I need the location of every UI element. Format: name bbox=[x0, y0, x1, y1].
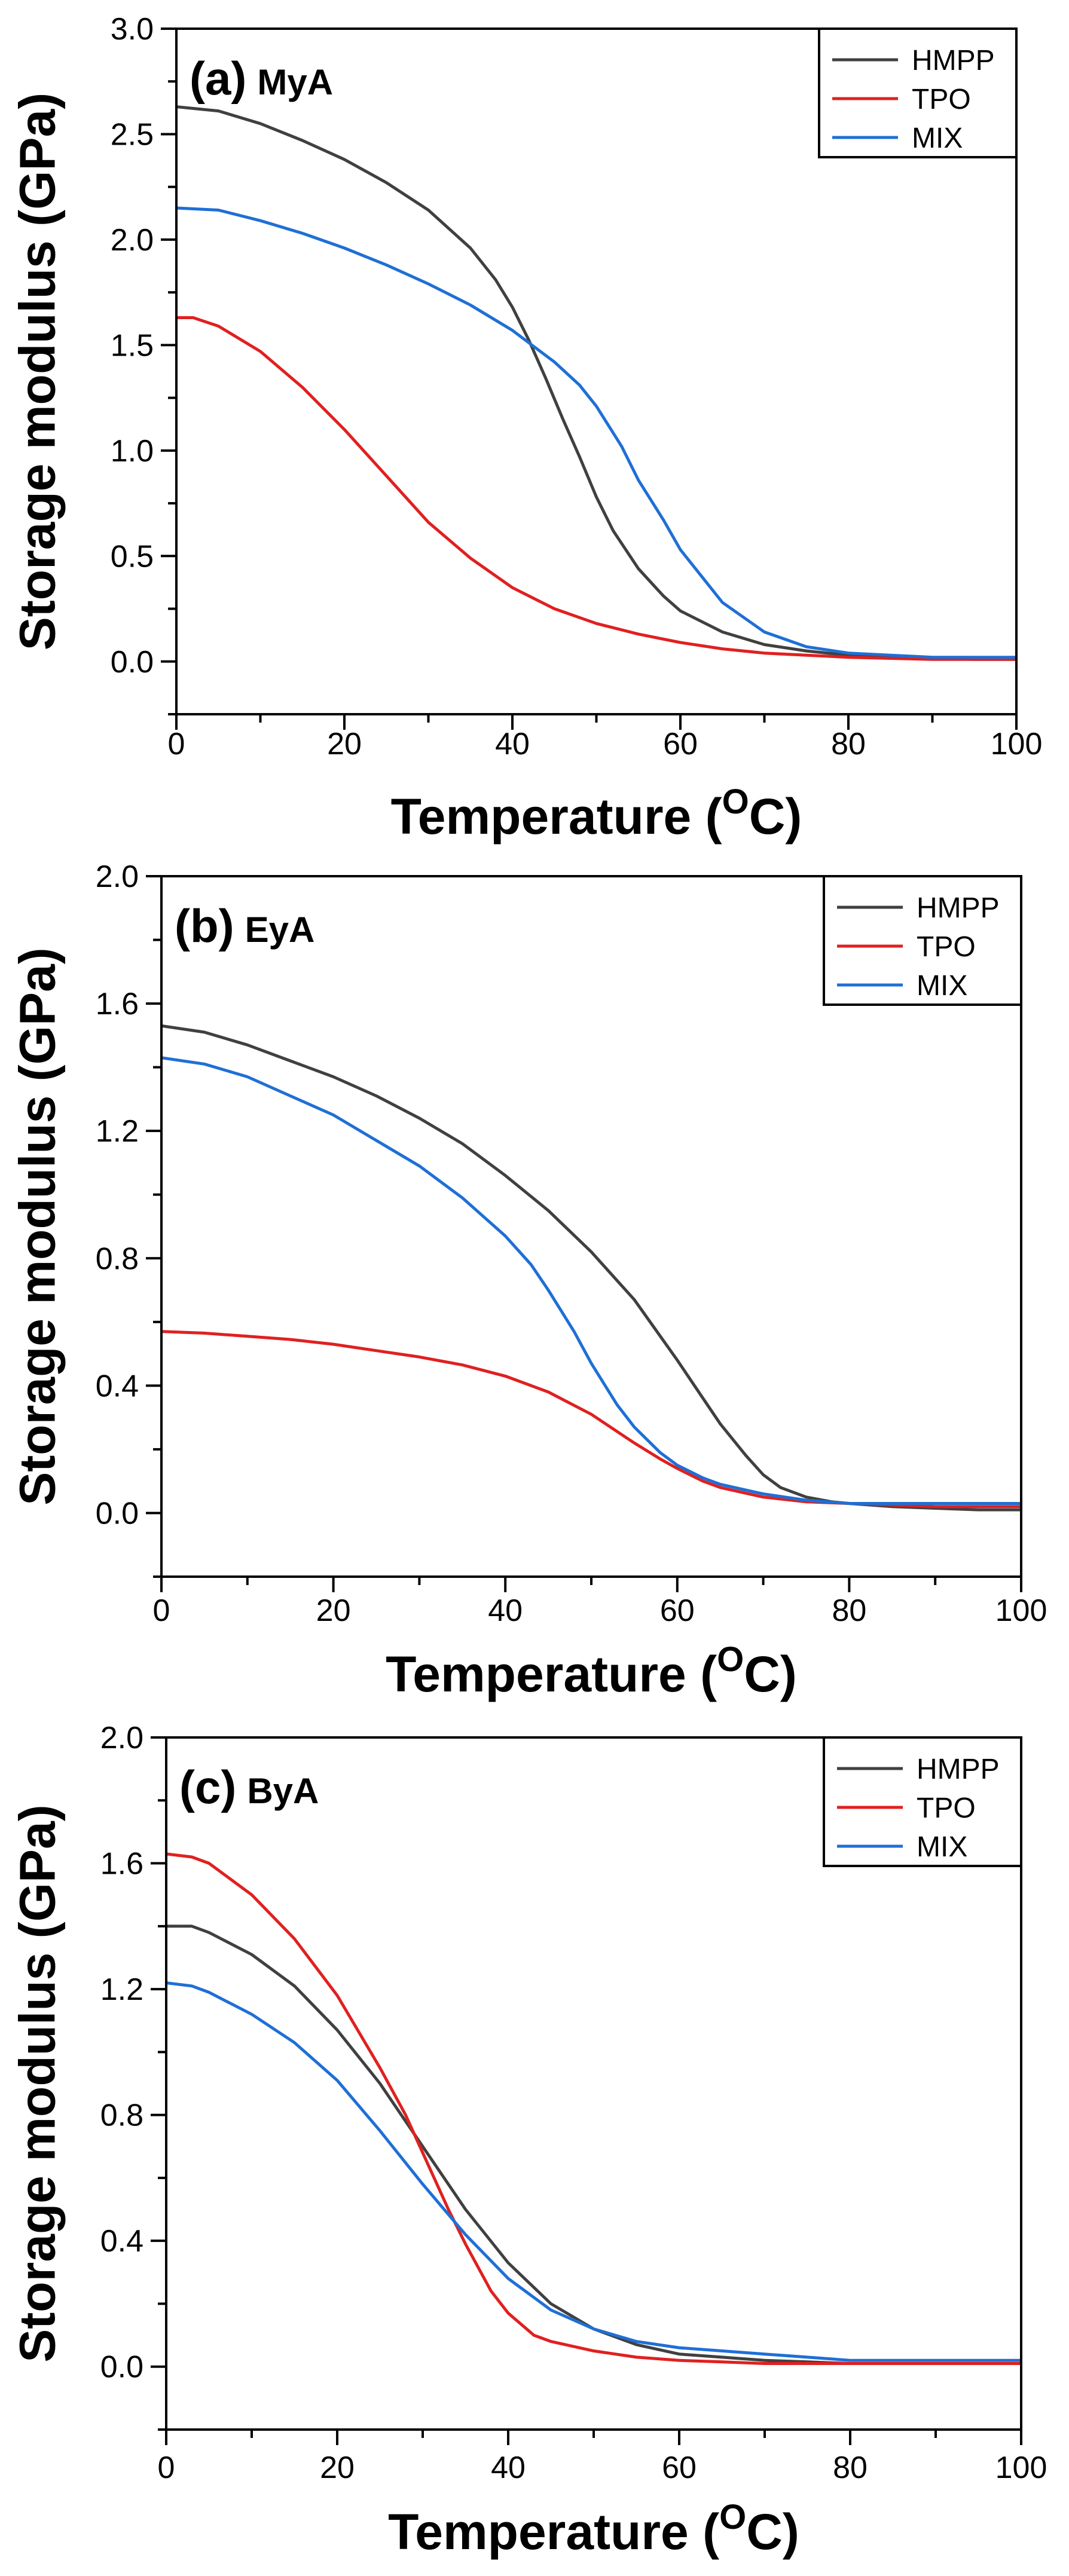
panel-a-legend-label-mix: MIX bbox=[912, 123, 963, 154]
panel-c-y-tick-label: 0.4 bbox=[100, 2224, 143, 2259]
panel-b-x-tick-label: 80 bbox=[832, 1593, 866, 1628]
panel-a-y-tick-label: 2.5 bbox=[111, 117, 154, 152]
panel-b-legend-label-mix: MIX bbox=[917, 970, 967, 1002]
panel-c-series-mix-line bbox=[166, 1981, 1021, 2362]
panel-c-x-tick-label: 100 bbox=[995, 2450, 1047, 2485]
panel-b-series-mix-line bbox=[161, 1056, 1021, 1505]
panel-a: 0 20 40 60 80 100 0.0 0.5 1.0 1.5 2.0 2.5 3.0 Storage… bbox=[9, 12, 1042, 845]
panel-a-x-tick-label: 60 bbox=[663, 727, 698, 761]
panel-b-x-tick-label: 0 bbox=[153, 1593, 170, 1628]
panel-c-x-tick-label: 80 bbox=[833, 2450, 868, 2485]
panel-a-series-mix-line bbox=[176, 206, 1016, 659]
panel-a-x-tick-label: 0 bbox=[168, 727, 185, 761]
panel-a-y-tick-label: 0.5 bbox=[111, 539, 154, 574]
panel-b-y-tick-label: 0.8 bbox=[96, 1241, 139, 1276]
panel-a-series-tpo-line bbox=[176, 316, 1016, 661]
panel-b-legend-box bbox=[823, 875, 1022, 1006]
panel-c-x-tick-label: 40 bbox=[491, 2450, 526, 2485]
panel-c-legend-label-mix: MIX bbox=[917, 1831, 967, 1863]
panel-c-legend-box bbox=[823, 1736, 1022, 1867]
panel-c-panel-letter: (c) bbox=[179, 1761, 236, 1813]
panel-c-x-axis-title: Temperature (OC) bbox=[388, 2498, 799, 2560]
panel-b-y-tick-label: 2.0 bbox=[96, 859, 139, 894]
panel-a-legend-box bbox=[818, 27, 1018, 158]
panel-b-panel-tag: (b) EyA bbox=[175, 900, 314, 952]
panel-c-x-tick-label: 0 bbox=[158, 2450, 175, 2485]
panel-c-x-tick-label: 20 bbox=[320, 2450, 355, 2485]
panel-b-x-axis-title-degree: O bbox=[717, 1640, 744, 1679]
panel-a-x-axis-title-main: Temperature ( bbox=[391, 788, 722, 845]
panel-a-x-tick-label: 40 bbox=[495, 727, 530, 761]
panel-c-series-tpo-line bbox=[166, 1852, 1021, 2365]
panel-c-legend-label-hmpp: HMPP bbox=[917, 1754, 1000, 1785]
panel-c-x-axis-title-main: Temperature ( bbox=[388, 2504, 719, 2560]
panel-c-x-tick-label: 60 bbox=[662, 2450, 697, 2485]
panel-a-x-axis-title-degree: O bbox=[722, 782, 749, 821]
panel-c-series-hmpp-line bbox=[166, 1925, 1021, 2365]
panel-a-x-tick-label: 20 bbox=[327, 727, 362, 761]
panel-b-x-tick-label: 40 bbox=[488, 1593, 523, 1628]
panel-b-series-hmpp-line bbox=[161, 1024, 1021, 1512]
panel-a-series-hmpp-line bbox=[176, 105, 1016, 661]
panel-c-legend-label-tpo: TPO bbox=[917, 1792, 976, 1824]
panel-a-y-axis-title: Storage modulus (GPa) bbox=[9, 93, 65, 650]
panel-c-y-tick-label: 2.0 bbox=[100, 1721, 143, 1755]
panel-b-y-tick-label: 1.6 bbox=[96, 987, 139, 1021]
panel-a-y-tick-label: 1.0 bbox=[111, 434, 154, 469]
panel-a-legend-label-hmpp: HMPP bbox=[912, 45, 995, 77]
panel-c-panel-title: ByA bbox=[247, 1771, 319, 1811]
panel-b-y-tick-label: 1.2 bbox=[96, 1114, 139, 1149]
panel-a-x-tick-label: 80 bbox=[831, 727, 866, 761]
panel-a-y-tick-label: 2.0 bbox=[111, 223, 154, 258]
panel-b-y-tick-label: 0.4 bbox=[96, 1369, 139, 1403]
panel-c-x-axis-title-unit: C) bbox=[746, 2504, 799, 2560]
panel-c-y-tick-label: 0.0 bbox=[100, 2350, 143, 2385]
panel-b-x-axis-title: Temperature (OC) bbox=[386, 1640, 797, 1702]
panel-b-x-tick-label: 60 bbox=[660, 1593, 695, 1628]
panel-c-y-tick-label: 1.2 bbox=[100, 1972, 143, 2007]
panel-a-y-tick-label: 3.0 bbox=[111, 12, 154, 47]
panel-a-panel-tag: (a) MyA bbox=[190, 52, 333, 105]
panel-c-y-tick-label: 0.8 bbox=[100, 2098, 143, 2133]
panel-b-y-tick-label: 0.0 bbox=[96, 1496, 139, 1531]
panel-c-y-axis-title: Storage modulus (GPa) bbox=[9, 1804, 65, 2362]
panel-c-panel-tag: (c) ByA bbox=[179, 1761, 319, 1813]
panel-b-x-tick-label: 100 bbox=[995, 1593, 1047, 1628]
panel-a-x-axis-title: Temperature (OC) bbox=[391, 782, 802, 845]
panel-b-panel-letter: (b) bbox=[175, 900, 234, 952]
panel-a-panel-letter: (a) bbox=[190, 52, 246, 105]
panel-b-y-axis-title: Storage modulus (GPa) bbox=[9, 947, 65, 1505]
panel-a-legend-label-tpo: TPO bbox=[912, 84, 971, 115]
panel-b-x-tick-label: 20 bbox=[316, 1593, 351, 1628]
panel-b-series-tpo-line bbox=[161, 1330, 1021, 1509]
panel-c-y-tick-label: 1.6 bbox=[100, 1847, 143, 1881]
panel-b-panel-title: EyA bbox=[245, 910, 315, 950]
panel-b-x-axis-title-unit: C) bbox=[744, 1646, 797, 1702]
panel-a-y-tick-label: 0.0 bbox=[111, 645, 154, 680]
panel-a-x-tick-label: 100 bbox=[991, 727, 1043, 761]
panel-c: 0 20 40 60 80 100 0.0 0.4 0.8 1.2 1.6 2.0 Storage mo… bbox=[9, 1721, 1047, 2560]
panel-a-panel-title: MyA bbox=[257, 62, 333, 102]
panel-a-y-tick-label: 1.5 bbox=[111, 328, 154, 363]
panel-a-x-axis-title-unit: C) bbox=[749, 788, 802, 845]
panel-b-legend-label-tpo: TPO bbox=[917, 931, 976, 963]
panel-b-x-axis-title-main: Temperature ( bbox=[386, 1646, 717, 1702]
panel-b-legend-label-hmpp: HMPP bbox=[917, 892, 1000, 924]
panel-b: 0 20 40 60 80 100 0.0 0.4 0.8 1.2 1.6 2.0 Storage mo… bbox=[9, 859, 1047, 1702]
panel-c-x-axis-title-degree: O bbox=[719, 2498, 746, 2537]
